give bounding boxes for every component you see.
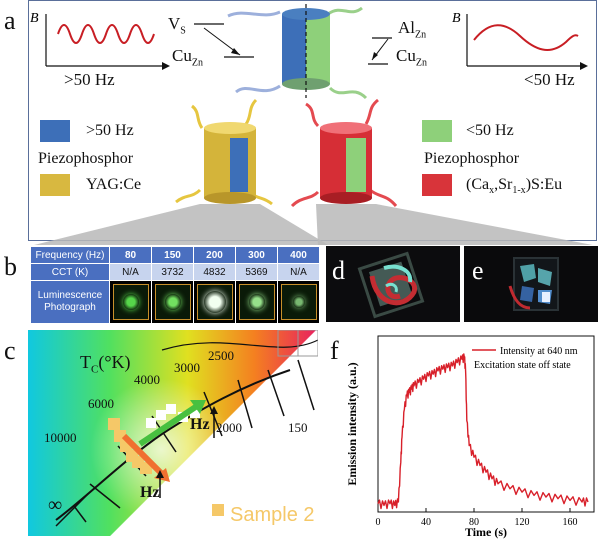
temp-2000: 2000 bbox=[216, 420, 242, 435]
temp-6000: 6000 bbox=[88, 396, 114, 411]
temp-150: 150 bbox=[288, 420, 308, 435]
panel-a-graphics: B B bbox=[30, 4, 593, 245]
x-axis-label: Time (s) bbox=[465, 525, 507, 539]
axis-b-left: B bbox=[30, 11, 39, 26]
swatch-blue bbox=[40, 120, 70, 142]
photo-cell bbox=[151, 280, 194, 324]
yellow-cylinder bbox=[175, 98, 273, 206]
zoom-left bbox=[34, 204, 329, 245]
row-label-photo: Luminescence Photograph bbox=[30, 280, 110, 324]
freq-cell: 80 bbox=[109, 246, 152, 264]
sample1-label: Sample 1 bbox=[230, 480, 315, 502]
glow-spot bbox=[292, 296, 305, 308]
glow-spot bbox=[203, 291, 226, 313]
legend-piezo-left: Piezophosphor bbox=[38, 150, 134, 167]
sample2-label: Sample 2 bbox=[230, 504, 315, 526]
right-energy-levels bbox=[368, 37, 392, 65]
low-freq-wave bbox=[473, 24, 579, 51]
panel-label-d: d bbox=[332, 256, 345, 285]
left-freq-label: >50 Hz bbox=[64, 70, 115, 89]
vs-level: VS bbox=[168, 14, 186, 37]
x-tick-label: 40 bbox=[421, 517, 431, 528]
photo-cell bbox=[277, 280, 320, 324]
temp-4000: 4000 bbox=[134, 372, 160, 387]
row-label-frequency: Frequency (Hz) bbox=[30, 246, 110, 264]
freq-cell: 300 bbox=[235, 246, 278, 264]
left-energy-levels bbox=[194, 23, 254, 58]
emission-chart: 0 40 80 120 160 Intensity at 640 nm Excitati… bbox=[345, 335, 595, 539]
panel-label-f: f bbox=[330, 336, 339, 365]
glow-spot bbox=[248, 294, 265, 310]
photo-cell bbox=[235, 280, 278, 324]
glow-spot bbox=[164, 294, 181, 310]
swatch-green bbox=[422, 120, 452, 142]
axis-b-right: B bbox=[452, 11, 461, 26]
intensity-line bbox=[377, 353, 589, 510]
cie-diagram bbox=[28, 330, 318, 536]
x-tick-label: 80 bbox=[469, 517, 479, 528]
zoom-right bbox=[316, 204, 593, 245]
cct-cell: N/A bbox=[109, 263, 152, 281]
tc-label: TC(°K) bbox=[80, 352, 131, 376]
high-freq-wave bbox=[57, 24, 155, 44]
x-tick-label: 0 bbox=[376, 517, 381, 528]
panel-d-sample bbox=[357, 251, 425, 319]
right-freq-label: <50 Hz bbox=[524, 70, 575, 89]
right-field-plot: B bbox=[452, 11, 588, 70]
cu-level-left: CuZn bbox=[172, 46, 203, 69]
hz-label-upper: Hz bbox=[190, 416, 210, 433]
al-level: AlZn bbox=[398, 18, 427, 41]
cct-cell: 5369 bbox=[235, 263, 278, 281]
temp-2500: 2500 bbox=[208, 348, 234, 363]
swatch-red bbox=[422, 174, 452, 196]
legend-blue-label: >50 Hz bbox=[86, 122, 134, 139]
red-cylinder bbox=[290, 98, 398, 208]
x-tick-label: 120 bbox=[515, 517, 530, 528]
panel-label-a: a bbox=[4, 6, 16, 35]
cct-cell: 3732 bbox=[151, 263, 194, 281]
legend-piezo-right: Piezophosphor bbox=[424, 150, 520, 167]
table-row-frequency: Frequency (Hz) 80 150 200 300 400 bbox=[30, 246, 320, 264]
legend-green-label: <50 Hz bbox=[466, 122, 514, 139]
cct-cell: 4832 bbox=[193, 263, 236, 281]
temp-3000: 3000 bbox=[174, 360, 200, 375]
panel-label-c: c bbox=[4, 336, 16, 365]
panel-label-e: e bbox=[472, 256, 484, 285]
legend-entry-2: Excitation state off state bbox=[474, 360, 571, 371]
panel-d-photo bbox=[326, 246, 460, 322]
frequency-table: Frequency (Hz) 80 150 200 300 400 CCT (K… bbox=[30, 246, 320, 324]
swatch-yellow bbox=[40, 174, 70, 196]
freq-cell: 150 bbox=[151, 246, 194, 264]
left-field-plot: B bbox=[30, 11, 170, 70]
panel-e-photo bbox=[464, 246, 598, 322]
glow-spot bbox=[122, 294, 139, 310]
central-cylinder bbox=[227, 4, 368, 100]
row-label-cct: CCT (K) bbox=[30, 263, 110, 281]
photo-cell bbox=[193, 280, 236, 324]
infinity-label: ∞ bbox=[48, 494, 63, 516]
freq-cell: 400 bbox=[277, 246, 320, 264]
table-row-photograph: Luminescence Photograph bbox=[30, 280, 320, 324]
freq-cell: 200 bbox=[193, 246, 236, 264]
y-axis-label: Emission intensity (a.u.) bbox=[345, 362, 359, 485]
hz-label-lower: Hz bbox=[140, 484, 160, 501]
panel-label-b: b bbox=[4, 252, 17, 281]
legend-yag: YAG:Ce bbox=[86, 176, 142, 193]
cct-cell: N/A bbox=[277, 263, 320, 281]
legend-casr: (Cax,Sr1-x)S:Eu bbox=[466, 176, 563, 197]
planckian-locus bbox=[55, 330, 318, 527]
temp-10000: 10000 bbox=[44, 430, 77, 445]
photo-cell bbox=[109, 280, 152, 324]
table-row-cct: CCT (K) N/A 3732 4832 5369 N/A bbox=[30, 263, 320, 281]
cu-level-right: CuZn bbox=[396, 46, 427, 69]
x-ticks: 0 40 80 120 160 bbox=[376, 508, 578, 528]
legend-entry-1: Intensity at 640 nm bbox=[500, 346, 578, 357]
panel-e-sample bbox=[508, 257, 559, 311]
x-tick-label: 160 bbox=[563, 517, 578, 528]
